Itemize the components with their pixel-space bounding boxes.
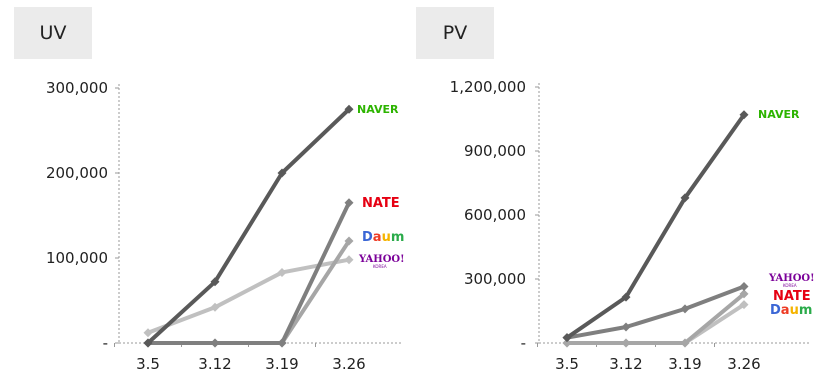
data-point — [277, 168, 287, 178]
x-tick-label: 3.5 — [555, 355, 579, 373]
nate-logo-pv: NATE — [773, 289, 811, 304]
y-tick-label: 300,000 — [464, 270, 526, 288]
daum-logo-uv: Daum — [362, 230, 404, 245]
series-line-naver — [565, 113, 746, 340]
y-tick-label: 300,000 — [46, 79, 108, 97]
data-point — [680, 304, 690, 314]
y-tick-label: - — [103, 334, 108, 352]
yahoo-wordmark: YAHOO! — [768, 273, 815, 284]
y-tick-label: 900,000 — [464, 142, 526, 160]
x-tick-label: 3.26 — [727, 355, 760, 373]
x-tick-label: 3.26 — [332, 355, 365, 373]
series-line-yahoo — [147, 257, 350, 335]
data-point — [143, 338, 153, 348]
x-tick-label: 3.12 — [198, 355, 231, 373]
data-point — [739, 281, 749, 291]
nate-logo-uv: NATE — [362, 196, 400, 211]
data-point — [277, 338, 287, 348]
naver-logo-pv: NAVER — [758, 108, 800, 121]
data-point — [621, 292, 631, 302]
data-point — [562, 333, 572, 343]
series-line-daum — [567, 302, 746, 345]
x-tick-label: 3.19 — [265, 355, 298, 373]
data-point — [680, 193, 690, 203]
data-point — [739, 300, 749, 310]
series-line-yahoo — [566, 284, 745, 340]
yahoo-logo-uv: YAHOO!KOREA — [358, 254, 405, 269]
data-point — [210, 277, 220, 287]
series-line-nate — [148, 201, 351, 345]
data-point — [143, 328, 153, 338]
chart-pv: - 300,000 600,000 900,000 1,200,000 3.5 3.12 3.… — [450, 78, 810, 373]
y-tick-label: - — [521, 334, 526, 352]
series-line-nate — [567, 292, 746, 345]
data-point — [344, 236, 354, 246]
data-point — [277, 267, 287, 277]
y-tick-label: 200,000 — [46, 164, 108, 182]
yahoo-sub: KOREA — [783, 283, 797, 288]
data-point — [621, 338, 631, 348]
yahoo-logo-pv: YAHOO!KOREA — [768, 273, 815, 288]
yahoo-sub: KOREA — [373, 264, 387, 269]
data-point — [344, 104, 354, 114]
x-tick-label: 3.5 — [136, 355, 160, 373]
data-point — [344, 198, 354, 208]
x-tick-label: 3.12 — [609, 355, 642, 373]
data-point — [621, 322, 631, 332]
data-point — [739, 289, 749, 299]
pv-tab[interactable]: PV — [416, 7, 494, 59]
uv-tab[interactable]: UV — [14, 7, 92, 59]
x-tick-label: 3.19 — [668, 355, 701, 373]
yahoo-wordmark: YAHOO! — [358, 254, 405, 265]
data-point — [680, 338, 690, 348]
y-tick-label: 1,200,000 — [450, 78, 526, 96]
naver-logo-uv: NAVER — [357, 103, 399, 116]
data-point — [344, 255, 354, 265]
data-point — [210, 338, 220, 348]
data-point — [739, 110, 749, 120]
y-tick-label: 100,000 — [46, 249, 108, 267]
y-tick-label: 600,000 — [464, 206, 526, 224]
data-point — [562, 338, 572, 348]
series-line-naver — [146, 107, 351, 345]
chart-uv: - 100,000 200,000 300,000 3.5 3.12 3.19 3.26 — [46, 79, 402, 373]
daum-logo-pv: Daum — [770, 303, 812, 318]
data-point — [210, 302, 220, 312]
